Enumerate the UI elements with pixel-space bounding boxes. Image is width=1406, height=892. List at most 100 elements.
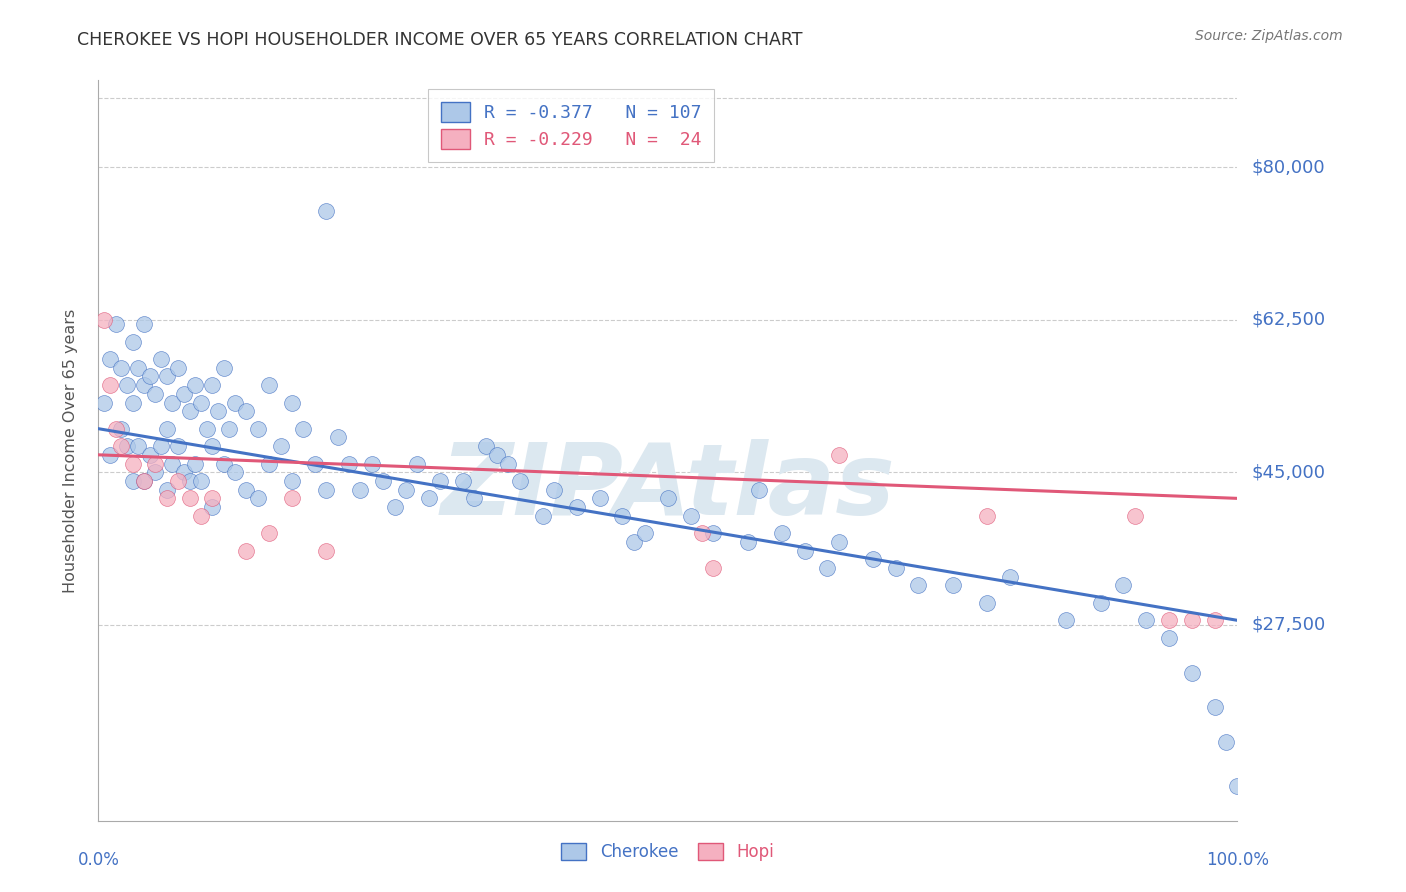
Point [235, 543, 257, 558]
Point [326, 430, 349, 444]
Point [451, 474, 474, 488]
Point [1157, 631, 1180, 645]
Point [145, 387, 167, 401]
Point [184, 378, 207, 392]
Point [1204, 613, 1226, 627]
Point [429, 474, 451, 488]
Point [292, 422, 315, 436]
Point [1054, 613, 1078, 627]
Point [104, 422, 127, 436]
Point [976, 596, 998, 610]
Point [138, 448, 160, 462]
Point [1135, 613, 1157, 627]
Point [98, 351, 121, 366]
Point [190, 508, 212, 523]
Text: CHEROKEE VS HOPI HOUSEHOLDER INCOME OVER 65 YEARS CORRELATION CHART: CHEROKEE VS HOPI HOUSEHOLDER INCOME OVER… [77, 31, 803, 49]
Point [132, 378, 155, 392]
Point [184, 457, 207, 471]
Point [162, 395, 184, 409]
Point [1112, 578, 1135, 592]
Point [110, 439, 132, 453]
Point [623, 535, 645, 549]
Point [127, 360, 149, 375]
Point [132, 317, 155, 331]
Point [259, 526, 281, 541]
Point [145, 457, 167, 471]
Point [702, 526, 724, 541]
Point [281, 491, 304, 506]
Point [167, 474, 190, 488]
Point [156, 491, 179, 506]
Point [498, 457, 520, 471]
Text: $45,000: $45,000 [1251, 463, 1326, 482]
Point [828, 535, 851, 549]
Point [657, 491, 679, 506]
Point [110, 422, 132, 436]
Text: ZIPAtlas: ZIPAtlas [440, 439, 896, 536]
Point [190, 395, 212, 409]
Point [138, 369, 160, 384]
Point [1123, 508, 1146, 523]
Point [976, 508, 998, 523]
Point [281, 395, 304, 409]
Point [509, 474, 531, 488]
Point [167, 439, 190, 453]
Point [201, 439, 224, 453]
Point [190, 474, 212, 488]
Point [179, 404, 201, 418]
Point [235, 404, 257, 418]
Point [259, 378, 281, 392]
Point [246, 422, 269, 436]
Text: 100.0%: 100.0% [1206, 851, 1268, 869]
Point [998, 570, 1021, 584]
Point [218, 422, 240, 436]
Text: $80,000: $80,000 [1251, 159, 1324, 177]
Point [612, 508, 634, 523]
Point [531, 508, 554, 523]
Point [315, 483, 337, 497]
Point [121, 334, 143, 349]
Point [907, 578, 929, 592]
Point [942, 578, 965, 592]
Text: $62,500: $62,500 [1251, 310, 1326, 329]
Point [235, 483, 257, 497]
Point [179, 491, 201, 506]
Point [224, 395, 246, 409]
Point [246, 491, 269, 506]
Point [173, 465, 195, 479]
Point [634, 526, 657, 541]
Point [98, 378, 121, 392]
Point [167, 360, 190, 375]
Point [406, 457, 429, 471]
Point [127, 439, 149, 453]
Point [384, 500, 406, 514]
Point [156, 369, 179, 384]
Point [418, 491, 440, 506]
Point [156, 422, 179, 436]
Point [360, 457, 382, 471]
Point [156, 483, 179, 497]
Point [815, 561, 838, 575]
Point [195, 422, 218, 436]
Point [93, 313, 115, 327]
Point [349, 483, 371, 497]
Point [115, 439, 138, 453]
Point [770, 526, 793, 541]
Point [543, 483, 565, 497]
Point [315, 203, 337, 218]
Point [1090, 596, 1112, 610]
Point [270, 439, 292, 453]
Point [1215, 735, 1237, 749]
Point [93, 395, 115, 409]
Point [463, 491, 485, 506]
Point [259, 457, 281, 471]
Point [132, 474, 155, 488]
Point [212, 457, 235, 471]
Point [1204, 700, 1226, 714]
Point [115, 378, 138, 392]
Point [201, 500, 224, 514]
Point [1181, 613, 1204, 627]
Point [793, 543, 815, 558]
Point [207, 404, 229, 418]
Point [179, 474, 201, 488]
